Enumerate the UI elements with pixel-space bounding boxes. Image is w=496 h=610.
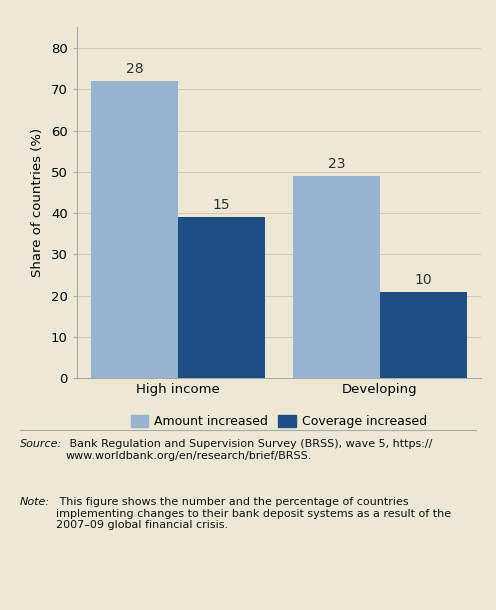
Bar [178, 217, 264, 378]
Text: Source:: Source: [20, 439, 62, 449]
Bar [380, 292, 467, 378]
Bar [91, 81, 178, 378]
Bar [294, 176, 380, 378]
Text: This figure shows the number and the percentage of countries
implementing change: This figure shows the number and the per… [56, 497, 451, 530]
Text: Bank Regulation and Supervision Survey (BRSS), wave 5, https://
www.worldbank.or: Bank Regulation and Supervision Survey (… [66, 439, 433, 461]
Text: 10: 10 [415, 273, 432, 287]
Text: Note:: Note: [20, 497, 50, 507]
Text: 28: 28 [126, 62, 143, 76]
Legend: Amount increased, Coverage increased: Amount increased, Coverage increased [126, 411, 432, 433]
Y-axis label: Share of countries (%): Share of countries (%) [31, 128, 44, 278]
Text: 15: 15 [212, 198, 230, 212]
Text: 23: 23 [328, 157, 346, 171]
